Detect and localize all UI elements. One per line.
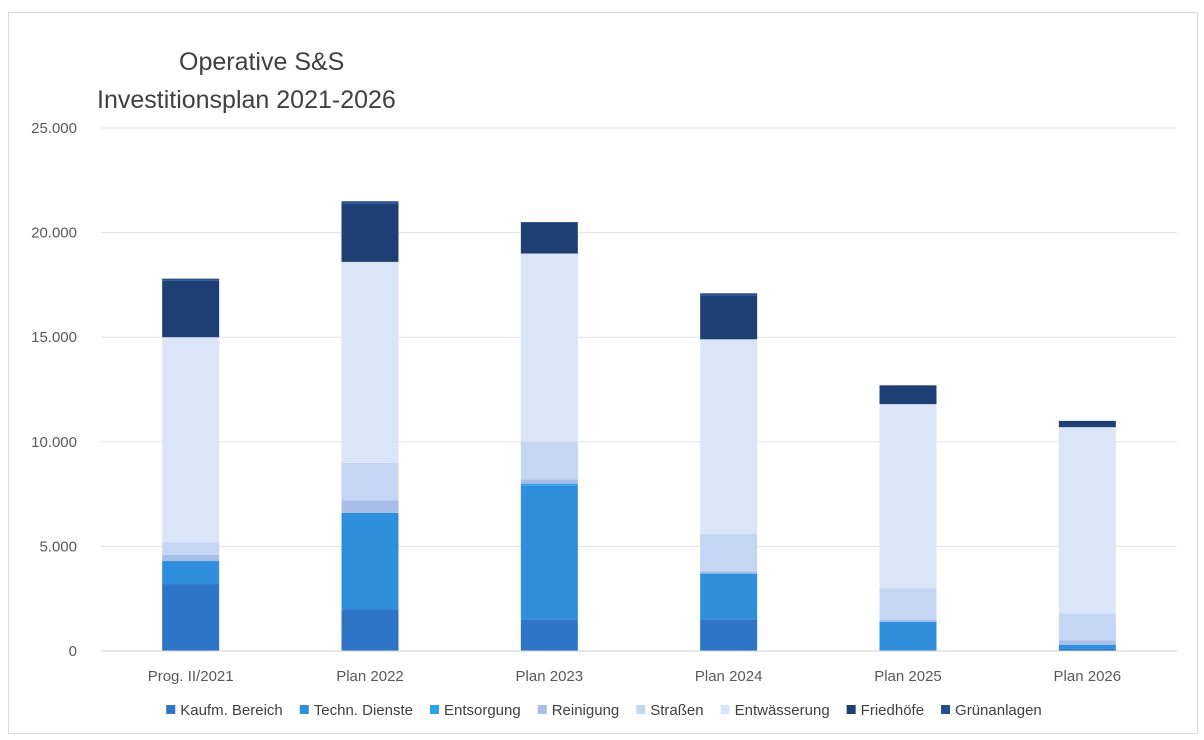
bar-segment bbox=[879, 404, 937, 589]
legend-label: Entsorgung bbox=[444, 702, 521, 719]
chart-card: Operative S&S Investitionsplan 2021-2026… bbox=[8, 12, 1198, 734]
legend-label: Entwässerung bbox=[735, 702, 830, 719]
legend-swatch bbox=[429, 705, 439, 714]
bar-segment bbox=[520, 222, 578, 254]
bar-segment bbox=[1058, 648, 1116, 651]
bar-segment bbox=[1058, 640, 1116, 645]
legend-item: Friedhöfe bbox=[846, 702, 924, 719]
bar-segment bbox=[1058, 427, 1116, 614]
x-tick-label: Plan 2022 bbox=[336, 668, 404, 685]
bar-segment bbox=[341, 512, 399, 610]
bar-segment bbox=[162, 542, 220, 555]
bar-segment bbox=[341, 261, 399, 463]
legend-label: Straßen bbox=[650, 702, 703, 719]
y-tick-label: 5.000 bbox=[39, 538, 77, 555]
bar-segment bbox=[1058, 420, 1116, 428]
bar-segment bbox=[700, 295, 758, 340]
legend-swatch bbox=[636, 705, 646, 714]
x-tick-label: Plan 2024 bbox=[695, 668, 763, 685]
legend-swatch bbox=[720, 705, 730, 714]
gridlines bbox=[101, 127, 1177, 547]
bar-segment bbox=[520, 253, 578, 442]
legend-item: Entsorgung bbox=[429, 702, 521, 719]
legend-swatch bbox=[166, 705, 176, 714]
bar-segment bbox=[341, 203, 399, 262]
bar-segment bbox=[162, 584, 220, 651]
bar-segment bbox=[879, 588, 937, 620]
legend-swatch bbox=[299, 705, 309, 714]
legend-label: Techn. Dienste bbox=[314, 702, 413, 719]
bar-segment bbox=[520, 619, 578, 651]
bar-segment bbox=[520, 479, 578, 484]
bar-segment bbox=[700, 573, 758, 620]
y-tick-label: 10.000 bbox=[31, 434, 77, 451]
legend-item: Reinigung bbox=[537, 702, 620, 719]
y-tick-label: 25.000 bbox=[31, 120, 77, 137]
bar-segment bbox=[1058, 644, 1116, 649]
legend-item: Kaufm. Bereich bbox=[166, 702, 283, 719]
legend-label: Reinigung bbox=[552, 702, 620, 719]
bar-segment bbox=[162, 278, 220, 281]
legend-item: Grünanlagen bbox=[941, 702, 1042, 719]
chart-title-line-1: Operative S&S bbox=[179, 48, 344, 76]
y-axis-ticks: 0 5.000 10.000 15.000 20.000 25.000 bbox=[31, 120, 77, 660]
x-axis-ticks: Prog. II/2021 Plan 2022 Plan 2023 Plan 2024… bbox=[148, 668, 1121, 685]
bar-segment bbox=[1058, 613, 1116, 641]
chart-title-line-2: Investitionsplan 2021-2026 bbox=[97, 86, 396, 114]
legend-label: Kaufm. Bereich bbox=[180, 702, 283, 719]
bar-segment bbox=[162, 280, 220, 338]
legend-label: Grünanlagen bbox=[955, 702, 1042, 719]
legend-swatch bbox=[941, 705, 951, 714]
legend: Kaufm. Bereich Techn. Dienste Entsorgung Re… bbox=[166, 702, 1042, 719]
x-tick-label: Prog. II/2021 bbox=[148, 668, 234, 685]
stacked-bar-chart: Operative S&S Investitionsplan 2021-2026… bbox=[31, 48, 1177, 719]
bar-segment bbox=[162, 554, 220, 562]
y-tick-label: 20.000 bbox=[31, 225, 77, 242]
bar-segment bbox=[700, 571, 758, 574]
bar-segment bbox=[162, 337, 220, 543]
bar-segment bbox=[879, 621, 937, 651]
legend-item: Entwässerung bbox=[720, 702, 830, 719]
bar-segment bbox=[700, 533, 758, 572]
y-tick-label: 15.000 bbox=[31, 329, 77, 346]
x-tick-label: Plan 2023 bbox=[516, 668, 584, 685]
legend-swatch bbox=[537, 705, 547, 714]
bar-segment bbox=[520, 441, 578, 480]
bars bbox=[162, 201, 1116, 651]
bar-segment bbox=[879, 385, 937, 405]
bar-segment bbox=[520, 485, 578, 620]
bar-segment bbox=[879, 619, 937, 622]
bar-segment bbox=[520, 483, 578, 486]
x-tick-label: Plan 2025 bbox=[874, 668, 942, 685]
y-tick-label: 0 bbox=[69, 643, 77, 660]
bar-segment bbox=[341, 500, 399, 513]
bar-segment bbox=[162, 561, 220, 585]
bar-segment bbox=[341, 609, 399, 651]
x-tick-label: Plan 2026 bbox=[1054, 668, 1122, 685]
bar-segment bbox=[700, 293, 758, 296]
legend-item: Straßen bbox=[636, 702, 704, 719]
bar-segment bbox=[700, 619, 758, 651]
legend-swatch bbox=[846, 705, 856, 714]
legend-item: Techn. Dienste bbox=[299, 702, 413, 719]
bar-segment bbox=[341, 201, 399, 204]
bar-segment bbox=[700, 339, 758, 534]
bar-segment bbox=[341, 462, 399, 501]
legend-label: Friedhöfe bbox=[861, 702, 924, 719]
